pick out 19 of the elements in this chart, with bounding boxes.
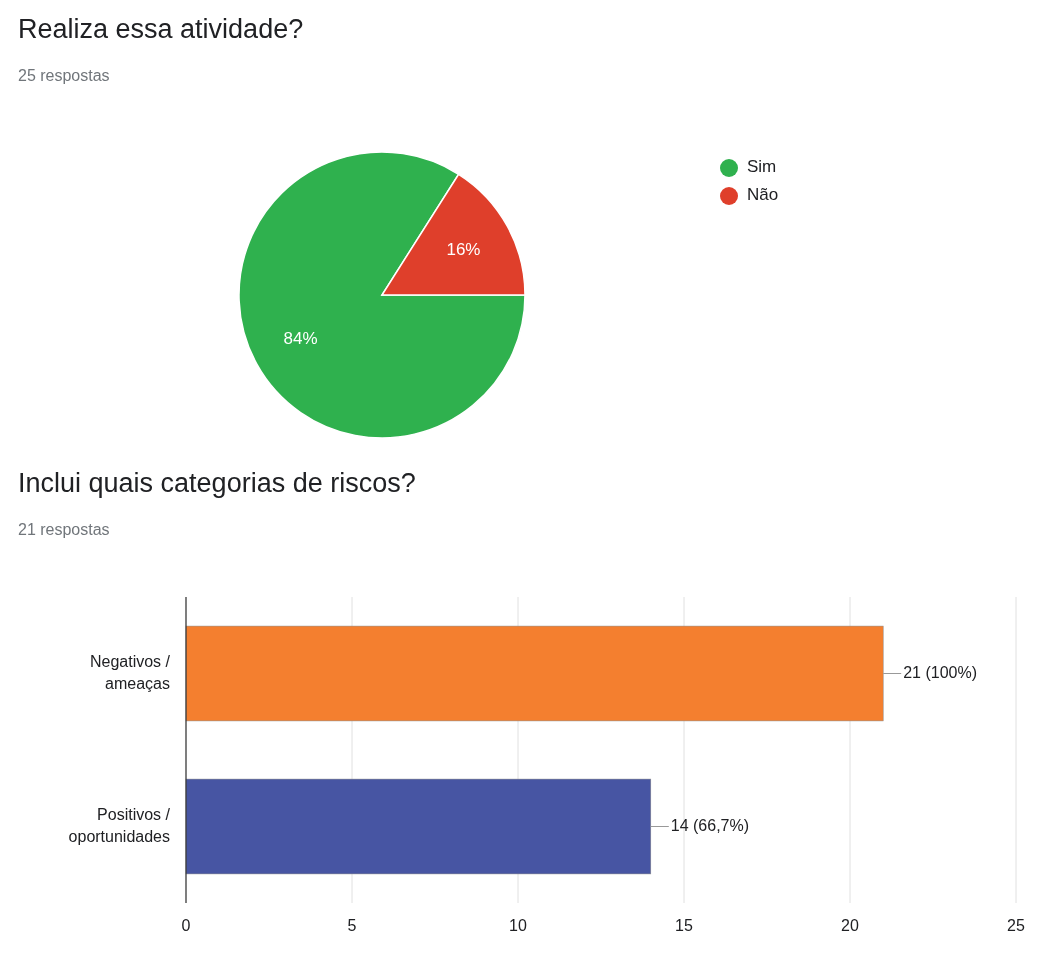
legend-label: Sim [747,157,777,177]
chart-subtitle: 21 respostas [18,521,110,538]
x-tick-label: 25 [1007,917,1025,934]
x-tick-label: 5 [347,917,357,934]
y-tick-label: Positivos / oportunidades [68,805,171,845]
y-tick-label: Negativos / ameaças [89,652,171,692]
chart-title: Realiza essa atividade? [18,14,304,44]
x-tick-label: 20 [841,917,859,934]
data-label: 14 (66,7%) [670,816,750,834]
legend-label: Não [747,185,779,205]
data-label: 84% [283,329,318,349]
x-tick-label: 15 [675,917,693,934]
data-label: 16% [446,239,481,259]
chart-title: Inclui quais categorias de riscos? [18,468,416,498]
x-tick-label: 10 [509,917,527,934]
data-label: 21 (100%) [903,663,978,681]
pie-slice [238,151,526,439]
x-tick-label: 0 [181,917,191,934]
text: 25 respostas [18,67,110,84]
